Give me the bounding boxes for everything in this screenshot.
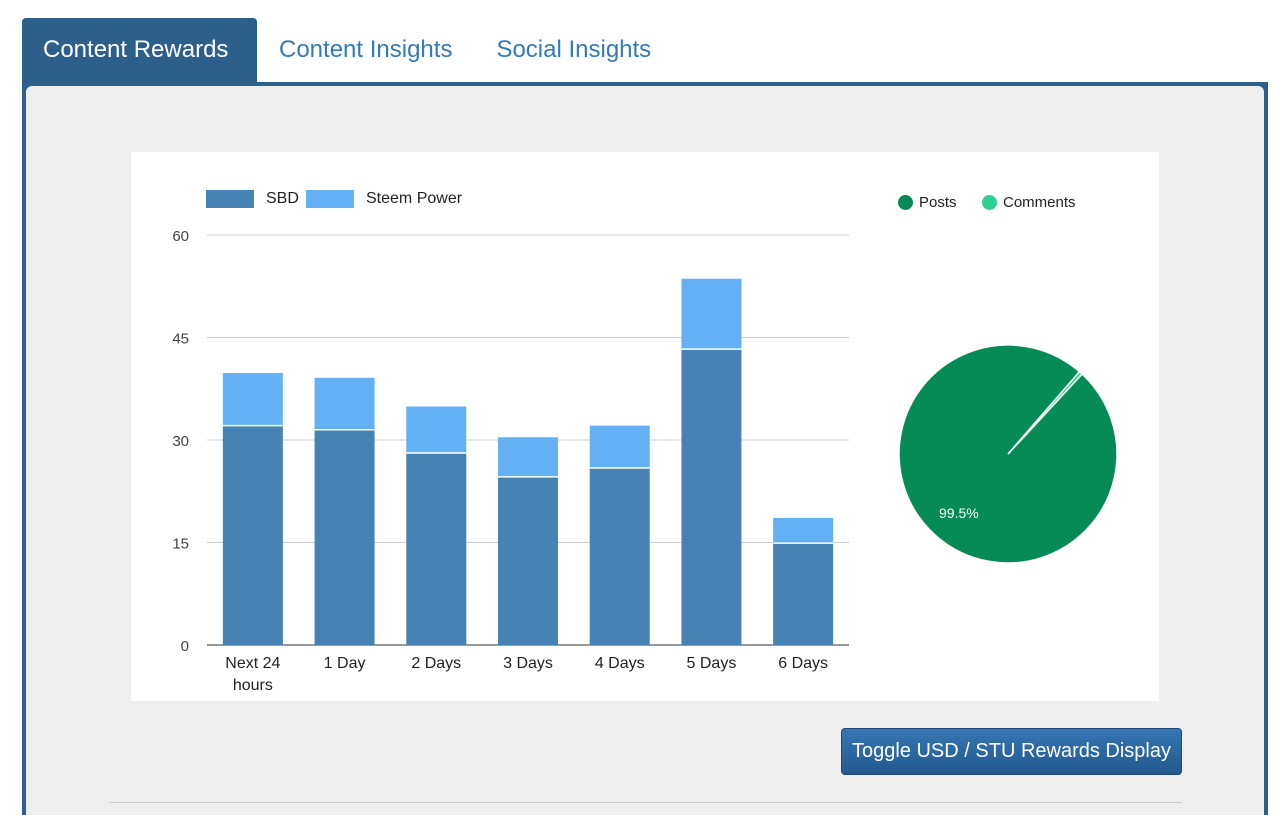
bar-steem-power: [681, 278, 742, 350]
pie-legend-label-posts: Posts: [919, 194, 957, 211]
rewards-charts: 0 15 30 45 60 Next 24 hours 1 Day 2 Days 3 Days 4 …: [172, 228, 1118, 694]
legend-dot-posts: [898, 195, 913, 210]
pie-slice-label: 99.5%: [939, 505, 979, 521]
pie-slice-comments: [1007, 370, 1084, 455]
legend-swatch-sbd: [206, 190, 254, 208]
y-tick-label: 60: [172, 228, 189, 245]
bar-steem-power: [222, 373, 283, 426]
toggle-usd-stu-button[interactable]: Toggle USD / STU Rewards Display: [841, 728, 1182, 775]
tab-bar: Content Rewards Content Insights Social …: [22, 18, 673, 82]
bar-steem-power: [314, 377, 375, 430]
bar-sbd: [681, 349, 742, 645]
legend-dot-comments: [982, 195, 997, 210]
y-tick-label: 15: [172, 536, 189, 553]
legend-label-sbd: SBD: [266, 190, 299, 207]
bar-sbd: [498, 476, 558, 645]
x-tick-label: 1 Day: [324, 655, 366, 672]
tab-social-insights[interactable]: Social Insights: [496, 36, 652, 63]
x-tick-label: 4 Days: [595, 655, 645, 672]
x-tick-label: 5 Days: [687, 655, 737, 672]
x-tick-label: hours: [233, 677, 273, 694]
bar-sbd: [406, 452, 467, 645]
tab-panel-body: 0 15 30 45 60 Next 24 hours 1 Day 2 Days 3 Days 4 …: [26, 86, 1264, 815]
x-tick-label: Next 24: [225, 655, 280, 672]
tab-content-rewards[interactable]: Content Rewards: [22, 18, 257, 82]
bar-sbd: [222, 425, 283, 645]
x-tick-label: 6 Days: [778, 655, 828, 672]
bar-sbd: [589, 468, 650, 645]
bar-steem-power: [589, 425, 650, 469]
bar-steem-power: [498, 437, 558, 477]
legend-swatch-steem-power: [306, 190, 354, 208]
pie-legend-label-comments: Comments: [1003, 194, 1076, 211]
bar-sbd: [773, 543, 834, 645]
pie-legend-posts: Posts: [898, 194, 957, 211]
bar-steem-power: [773, 517, 834, 544]
tab-content-insights[interactable]: Content Insights: [279, 36, 453, 63]
bar-steem-power: [406, 406, 467, 453]
y-tick-label: 0: [181, 638, 189, 655]
pie-legend-comments: Comments: [982, 194, 1076, 211]
legend-item-steem-power: Steem Power: [306, 190, 462, 208]
y-tick-label: 30: [172, 433, 189, 450]
x-tick-label: 2 Days: [411, 655, 461, 672]
legend-item-sbd: SBD: [206, 190, 299, 208]
divider: [109, 802, 1182, 803]
x-tick-label: 3 Days: [503, 655, 553, 672]
tab-panel: 0 15 30 45 60 Next 24 hours 1 Day 2 Days 3 Days 4 …: [22, 82, 1268, 815]
bar-sbd: [314, 429, 375, 645]
y-tick-label: 45: [172, 331, 189, 348]
legend-label-steem-power: Steem Power: [366, 190, 463, 207]
chart-card: 0 15 30 45 60 Next 24 hours 1 Day 2 Days 3 Days 4 …: [131, 152, 1159, 701]
